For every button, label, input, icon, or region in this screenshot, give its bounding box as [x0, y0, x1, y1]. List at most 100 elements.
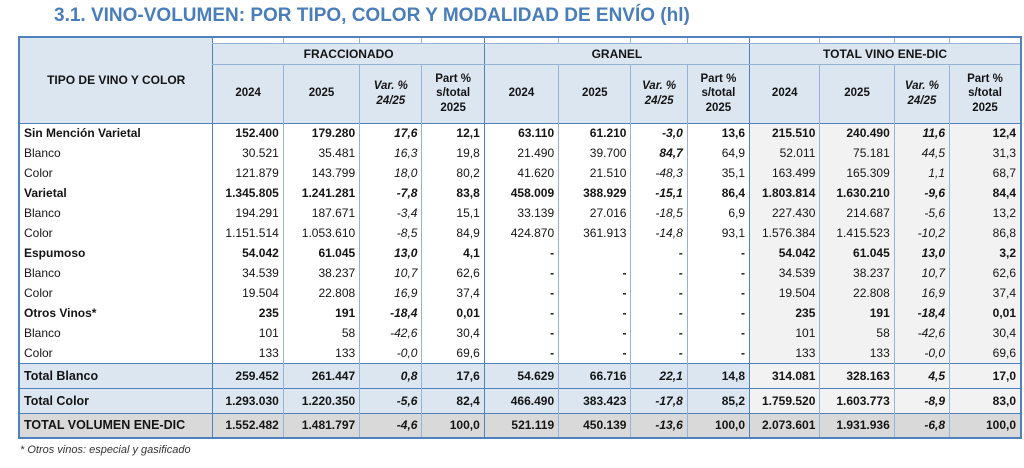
value-cell: 466.490 [483, 387, 559, 413]
spacer-cell [749, 37, 820, 44]
value-cell: 17,6 [359, 123, 422, 143]
value-cell: 52.011 [749, 143, 820, 163]
value-cell: 235 [212, 303, 284, 323]
value-cell: 0,01 [421, 303, 485, 323]
row-label: Sin Mención Varietal [24, 126, 141, 141]
value-cell: 133 [749, 343, 820, 363]
value-cell: -6,8 [893, 412, 950, 438]
value-cell: -5,6 [359, 387, 422, 413]
value-cell: - [483, 243, 559, 263]
value-cell: 19.504 [749, 283, 820, 303]
value-cell: -0,0 [893, 343, 950, 363]
value-cell: 1.220.350 [282, 387, 360, 413]
value-cell: 19.504 [212, 283, 284, 303]
value-cell: - [630, 243, 688, 263]
spacer-cell [558, 37, 631, 44]
value-cell: 152.400 [212, 123, 284, 143]
value-cell: 80,2 [421, 163, 485, 183]
page-title: 3.1. VINO-VOLUMEN: POR TIPO, COLOR Y MOD… [54, 5, 690, 26]
value-cell: 34.539 [212, 263, 284, 283]
value-cell: 17,0 [949, 362, 1021, 388]
subheader-row: 2024 2025 Var. % 24/25 Part % s/total 20… [19, 64, 1021, 123]
value-cell: 165.309 [819, 163, 895, 183]
value-cell: 66.716 [558, 362, 631, 388]
value-cell: 61.210 [558, 123, 631, 143]
value-cell: 1.481.797 [282, 412, 360, 438]
value-cell: 0,01 [949, 303, 1021, 323]
group-header-row: FRACCIONADO GRANEL TOTAL VINO ENE-DIC [19, 43, 1021, 65]
table-row: Total Blanco 259.452 261.447 0,8 17,6 54.629 6… [19, 362, 1021, 388]
value-cell: - [483, 263, 559, 283]
value-cell: 1.803.814 [749, 183, 820, 203]
spacer-cell [949, 37, 1021, 44]
value-cell: - [686, 323, 750, 343]
col-part: Part % s/total 2025 [421, 64, 485, 123]
value-cell: - [686, 263, 750, 283]
value-cell: 101 [749, 323, 820, 343]
value-cell: 34.539 [749, 263, 820, 283]
value-cell: -0,0 [359, 343, 422, 363]
row-label: Color [24, 166, 53, 180]
value-cell: 17,6 [421, 362, 485, 388]
table-row: Espumoso 54.042 61.045 13,0 4,1- - -54.042 61.0… [19, 243, 1021, 263]
value-cell: 41.620 [483, 163, 559, 183]
value-cell: 261.447 [282, 362, 360, 388]
spacer-cell [483, 37, 559, 44]
value-cell: -18,4 [359, 303, 422, 323]
value-cell: 101 [212, 323, 284, 343]
value-cell: 58 [819, 323, 895, 343]
value-cell: 240.490 [819, 123, 895, 143]
value-cell: 13,0 [359, 243, 422, 263]
value-cell: - [558, 343, 631, 363]
value-cell: 22.808 [282, 283, 360, 303]
row-label: Total Blanco [19, 362, 213, 388]
value-cell: 6,9 [686, 203, 750, 223]
value-cell: 4,5 [893, 362, 950, 388]
row-header: TIPO DE VINO Y COLOR [19, 37, 213, 123]
value-cell: - [558, 303, 631, 323]
spacer-cell [893, 37, 950, 44]
value-cell: 85,2 [686, 387, 750, 413]
value-cell: 2.073.601 [749, 412, 820, 438]
table-row: Blanco 30.521 35.481 16,3 19,8 21.490 39.700 84… [19, 143, 1021, 163]
value-cell: 31,3 [949, 143, 1021, 163]
value-cell: - [686, 303, 750, 323]
table-row: Total Color 1.293.030 1.220.350 -5,6 82,4 466… [19, 387, 1021, 413]
value-cell: 1.345.805 [212, 183, 284, 203]
value-cell: 1.759.520 [749, 387, 820, 413]
value-cell: 3,2 [949, 243, 1021, 263]
spacer-cell [282, 37, 360, 44]
value-cell: - [630, 303, 688, 323]
value-cell: 64,9 [686, 143, 750, 163]
wine-volume-table: TIPO DE VINO Y COLOR FRACCIONADO GRANEL … [18, 36, 1022, 439]
row-label: Blanco [24, 326, 61, 340]
value-cell: 75.181 [819, 143, 895, 163]
value-cell: 38.237 [819, 263, 895, 283]
value-cell: -8,5 [359, 223, 422, 243]
row-label: Total Color [19, 387, 213, 413]
value-cell: -5,6 [893, 203, 950, 223]
value-cell: 100,0 [421, 412, 485, 438]
value-cell: -3,4 [359, 203, 422, 223]
value-cell: -17,8 [630, 387, 688, 413]
value-cell: 450.139 [558, 412, 631, 438]
row-label: Color [24, 286, 53, 300]
value-cell: - [630, 323, 688, 343]
value-cell: - [686, 343, 750, 363]
value-cell: 69,6 [949, 343, 1021, 363]
value-cell: - [483, 303, 559, 323]
value-cell: 69,6 [421, 343, 485, 363]
spacer-cell [630, 37, 688, 44]
value-cell: -42,6 [893, 323, 950, 343]
value-cell: 521.119 [483, 412, 559, 438]
table-row: Color 121.879 143.799 18,0 80,2 41.620 21.510-… [19, 163, 1021, 183]
value-cell: 16,9 [359, 283, 422, 303]
row-label: TOTAL VOLUMEN ENE-DIC [19, 412, 213, 438]
row-label: Blanco [24, 146, 61, 160]
value-cell: 100,0 [686, 412, 750, 438]
value-cell: 179.280 [282, 123, 360, 143]
row-label: Color [24, 226, 53, 240]
value-cell: 86,4 [686, 183, 750, 203]
table-row: Color 1.151.514 1.053.610 -8,5 84,9 424.870 36… [19, 223, 1021, 243]
value-cell: 84,4 [949, 183, 1021, 203]
